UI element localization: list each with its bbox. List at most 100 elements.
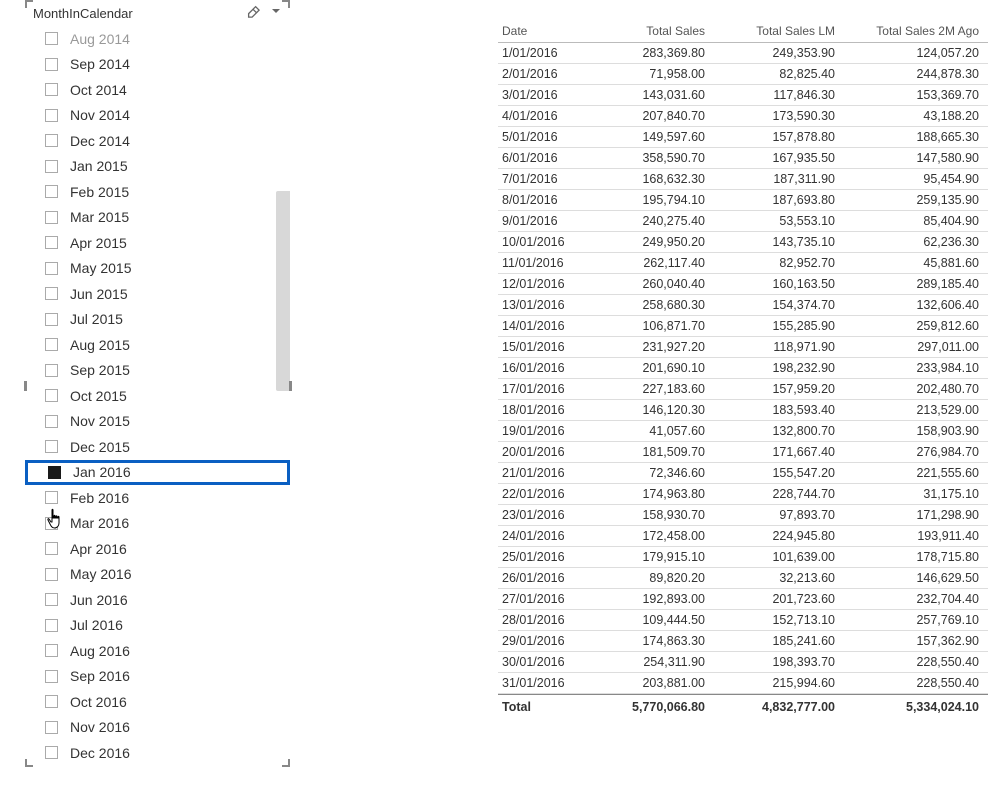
checkbox-icon[interactable] <box>45 644 58 657</box>
table-row[interactable]: 3/01/2016143,031.60117,846.30153,369.70 <box>498 85 988 106</box>
checkbox-icon[interactable] <box>45 440 58 453</box>
table-row[interactable]: 4/01/2016207,840.70173,590.3043,188.20 <box>498 106 988 127</box>
slicer-item[interactable]: Jul 2015 <box>25 307 290 333</box>
table-row[interactable]: 24/01/2016172,458.00224,945.80193,911.40 <box>498 526 988 547</box>
table-row[interactable]: 28/01/2016109,444.50152,713.10257,769.10 <box>498 610 988 631</box>
slicer-item[interactable]: Jun 2015 <box>25 281 290 307</box>
checkbox-icon[interactable] <box>45 287 58 300</box>
scrollbar-thumb[interactable] <box>276 191 290 391</box>
checkbox-icon[interactable] <box>45 58 58 71</box>
checkbox-icon[interactable] <box>45 262 58 275</box>
checkbox-icon[interactable] <box>45 364 58 377</box>
table-row[interactable]: 20/01/2016181,509.70171,667.40276,984.70 <box>498 442 988 463</box>
slicer-item[interactable]: Apr 2016 <box>25 536 290 562</box>
slicer-item[interactable]: Oct 2015 <box>25 383 290 409</box>
resize-handle[interactable] <box>288 0 290 8</box>
table-row[interactable]: 21/01/201672,346.60155,547.20221,555.60 <box>498 463 988 484</box>
checkbox-icon[interactable] <box>45 593 58 606</box>
table-row[interactable]: 10/01/2016249,950.20143,735.1062,236.30 <box>498 232 988 253</box>
column-header-total-sales-lm[interactable]: Total Sales LM <box>713 24 843 38</box>
slicer-item[interactable]: Nov 2016 <box>25 715 290 741</box>
table-row[interactable]: 12/01/2016260,040.40160,163.50289,185.40 <box>498 274 988 295</box>
checkbox-icon[interactable] <box>45 236 58 249</box>
table-row[interactable]: 31/01/2016203,881.00215,994.60228,550.40 <box>498 673 988 694</box>
slicer-item[interactable]: Feb 2016 <box>25 485 290 511</box>
slicer-item[interactable]: Mar 2015 <box>25 205 290 231</box>
resize-handle[interactable] <box>25 759 27 767</box>
checkbox-icon[interactable] <box>45 160 58 173</box>
table-row[interactable]: 29/01/2016174,863.30185,241.60157,362.90 <box>498 631 988 652</box>
table-row[interactable]: 26/01/201689,820.2032,213.60146,629.50 <box>498 568 988 589</box>
table-row[interactable]: 11/01/2016262,117.4082,952.7045,881.60 <box>498 253 988 274</box>
slicer-item[interactable]: Dec 2015 <box>25 434 290 460</box>
checkbox-icon[interactable] <box>45 134 58 147</box>
table-row[interactable]: 14/01/2016106,871.70155,285.90259,812.60 <box>498 316 988 337</box>
column-header-date[interactable]: Date <box>498 24 588 38</box>
checkbox-icon[interactable] <box>48 466 61 479</box>
table-row[interactable]: 19/01/201641,057.60132,800.70158,903.90 <box>498 421 988 442</box>
table-row[interactable]: 13/01/2016258,680.30154,374.70132,606.40 <box>498 295 988 316</box>
table-row[interactable]: 22/01/2016174,963.80228,744.7031,175.10 <box>498 484 988 505</box>
chevron-down-icon[interactable] <box>270 4 282 22</box>
resize-handle[interactable] <box>288 759 290 767</box>
checkbox-icon[interactable] <box>45 491 58 504</box>
slicer-item[interactable]: Oct 2016 <box>25 689 290 715</box>
checkbox-icon[interactable] <box>45 313 58 326</box>
slicer-item[interactable]: Dec 2014 <box>25 128 290 154</box>
checkbox-icon[interactable] <box>45 721 58 734</box>
slicer-item[interactable]: Sep 2015 <box>25 358 290 384</box>
slicer-item[interactable]: May 2015 <box>25 256 290 282</box>
checkbox-icon[interactable] <box>45 746 58 759</box>
checkbox-icon[interactable] <box>45 389 58 402</box>
slicer-item[interactable]: Apr 2015 <box>25 230 290 256</box>
table-row[interactable]: 9/01/2016240,275.4053,553.1085,404.90 <box>498 211 988 232</box>
slicer-item[interactable]: Jul 2016 <box>25 613 290 639</box>
slicer-item[interactable]: May 2016 <box>25 562 290 588</box>
checkbox-icon[interactable] <box>45 109 58 122</box>
table-row[interactable]: 25/01/2016179,915.10101,639.00178,715.80 <box>498 547 988 568</box>
slicer-item[interactable]: Jan 2015 <box>25 154 290 180</box>
checkbox-icon[interactable] <box>45 185 58 198</box>
checkbox-icon[interactable] <box>45 211 58 224</box>
checkbox-icon[interactable] <box>45 338 58 351</box>
slicer-item[interactable]: Jun 2016 <box>25 587 290 613</box>
slicer-item[interactable]: Nov 2014 <box>25 103 290 129</box>
resize-handle[interactable] <box>24 381 27 391</box>
checkbox-icon[interactable] <box>45 32 58 45</box>
slicer-item[interactable]: Oct 2014 <box>25 77 290 103</box>
eraser-icon[interactable] <box>246 4 260 23</box>
table-row[interactable]: 18/01/2016146,120.30183,593.40213,529.00 <box>498 400 988 421</box>
table-row[interactable]: 6/01/2016358,590.70167,935.50147,580.90 <box>498 148 988 169</box>
table-row[interactable]: 2/01/201671,958.0082,825.40244,878.30 <box>498 64 988 85</box>
checkbox-icon[interactable] <box>45 619 58 632</box>
table-row[interactable]: 27/01/2016192,893.00201,723.60232,704.40 <box>498 589 988 610</box>
table-row[interactable]: 5/01/2016149,597.60157,878.80188,665.30 <box>498 127 988 148</box>
checkbox-icon[interactable] <box>45 83 58 96</box>
table-row[interactable]: 30/01/2016254,311.90198,393.70228,550.40 <box>498 652 988 673</box>
table-row[interactable]: 1/01/2016283,369.80249,353.90124,057.20 <box>498 43 988 64</box>
checkbox-icon[interactable] <box>45 415 58 428</box>
slicer-item[interactable]: Aug 2014 <box>25 26 290 52</box>
slicer-item[interactable]: Aug 2015 <box>25 332 290 358</box>
checkbox-icon[interactable] <box>45 568 58 581</box>
table-row[interactable]: 17/01/2016227,183.60157,959.20202,480.70 <box>498 379 988 400</box>
checkbox-icon[interactable] <box>45 542 58 555</box>
table-row[interactable]: 7/01/2016168,632.30187,311.9095,454.90 <box>498 169 988 190</box>
slicer-item[interactable]: Feb 2015 <box>25 179 290 205</box>
resize-handle[interactable] <box>25 0 27 8</box>
table-row[interactable]: 23/01/2016158,930.7097,893.70171,298.90 <box>498 505 988 526</box>
slicer-item[interactable]: Sep 2016 <box>25 664 290 690</box>
checkbox-icon[interactable] <box>45 695 58 708</box>
table-row[interactable]: 8/01/2016195,794.10187,693.80259,135.90 <box>498 190 988 211</box>
column-header-total-sales[interactable]: Total Sales <box>588 24 713 38</box>
slicer-item[interactable]: Nov 2015 <box>25 409 290 435</box>
resize-handle[interactable] <box>289 381 292 391</box>
table-row[interactable]: 15/01/2016231,927.20118,971.90297,011.00 <box>498 337 988 358</box>
slicer-item[interactable]: Sep 2014 <box>25 52 290 78</box>
slicer-item[interactable]: Dec 2016 <box>25 740 290 761</box>
slicer-item[interactable]: Aug 2016 <box>25 638 290 664</box>
column-header-total-sales-2m[interactable]: Total Sales 2M Ago <box>843 24 983 38</box>
table-row[interactable]: 16/01/2016201,690.10198,232.90233,984.10 <box>498 358 988 379</box>
slicer-item[interactable]: Jan 2016 <box>25 460 290 486</box>
checkbox-icon[interactable] <box>45 670 58 683</box>
